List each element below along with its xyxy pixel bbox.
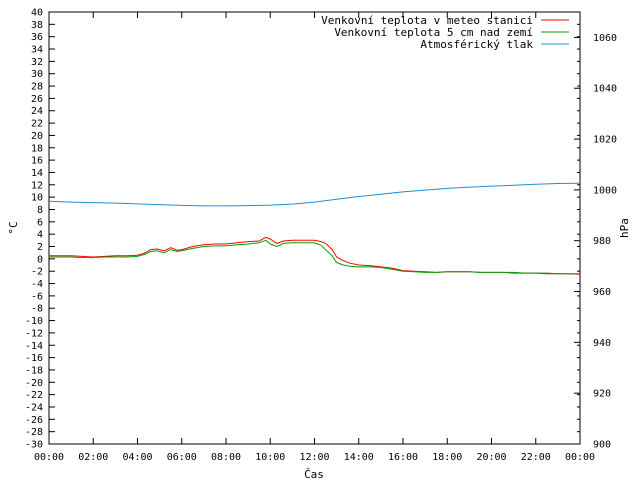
y-tick-label: 4: [37, 230, 43, 241]
x-tick-label: 16:00: [388, 452, 418, 463]
legend: Venkovní teplota v meteo staniciVenkovní…: [321, 14, 569, 51]
y-axis-title: °C: [7, 221, 20, 234]
left-axis-ticks: -30-28-26-24-22-20-18-16-14-12-10-8-6-4-…: [25, 8, 580, 451]
x-tick-label: 02:00: [78, 452, 108, 463]
series-layer: [48, 182, 581, 275]
y-tick-label: 38: [31, 20, 43, 31]
x-tick-label: 00:00: [565, 452, 595, 463]
y-tick-label: 0: [37, 254, 43, 265]
y-tick-label: -6: [31, 291, 43, 302]
series-line-3: [48, 182, 581, 207]
legend-label-1: Venkovní teplota v meteo stanici: [321, 14, 533, 27]
y-tick-label: -28: [25, 427, 43, 438]
y-tick-label: 16: [31, 156, 43, 167]
y2-tick-label: 1040: [593, 84, 617, 95]
y-tick-label: -16: [25, 353, 43, 364]
y-tick-label: 12: [31, 180, 43, 191]
y-tick-label: 30: [31, 69, 43, 80]
y-tick-label: 14: [31, 168, 43, 179]
legend-label-3: Atmosférický tlak: [420, 38, 533, 51]
x-tick-label: 00:00: [34, 452, 64, 463]
y-tick-label: -30: [25, 440, 43, 451]
y-tick-label: 6: [37, 217, 43, 228]
x-tick-label: 18:00: [432, 452, 462, 463]
y-tick-label: -8: [31, 304, 43, 315]
y-tick-label: 28: [31, 82, 43, 93]
y-tick-label: 18: [31, 143, 43, 154]
y-tick-label: 26: [31, 94, 43, 105]
y-tick-label: -22: [25, 390, 43, 401]
y2-tick-label: 900: [593, 440, 611, 451]
x-tick-label: 14:00: [344, 452, 374, 463]
y-tick-label: 34: [31, 45, 43, 56]
y2-tick-label: 960: [593, 287, 611, 298]
x-tick-label: 04:00: [122, 452, 152, 463]
right-axis-ticks: 900 920 940 960 980 1000 1020 1040 1060: [574, 33, 617, 451]
y-tick-label: -24: [25, 402, 43, 413]
y-tick-label: 10: [31, 193, 43, 204]
y-tick-label: 8: [37, 205, 43, 216]
x-tick-label: 06:00: [167, 452, 197, 463]
y2-tick-label: 940: [593, 338, 611, 349]
y-tick-label: 32: [31, 57, 43, 68]
y-tick-label: -18: [25, 365, 43, 376]
y2-tick-label: 1020: [593, 135, 617, 146]
y-tick-label: 2: [37, 242, 43, 253]
y-tick-label: -14: [25, 341, 43, 352]
y-tick-label: -2: [31, 267, 43, 278]
y-tick-label: 20: [31, 131, 43, 142]
x-tick-label: 08:00: [211, 452, 241, 463]
bottom-axis-ticks: 00:00 02:00 04:00 06:00 08:00 10:00 12:00 14:00…: [34, 12, 595, 463]
y-tick-label: 22: [31, 119, 43, 130]
y-tick-label: 40: [31, 8, 43, 19]
y-tick-label: -26: [25, 415, 43, 426]
x-tick-label: 12:00: [299, 452, 329, 463]
y-tick-label: -20: [25, 378, 43, 389]
y2-tick-label: 980: [593, 236, 611, 247]
y2-axis-title: hPa: [618, 218, 631, 238]
plot-frame: [48, 11, 581, 445]
y2-tick-label: 1000: [593, 185, 617, 196]
y-tick-label: -10: [25, 316, 43, 327]
x-tick-label: 22:00: [521, 452, 551, 463]
x-axis-title: Čas: [304, 468, 324, 480]
x-tick-label: 10:00: [255, 452, 285, 463]
y2-tick-label: 920: [593, 389, 611, 400]
legend-label-2: Venkovní teplota 5 cm nad zemí: [334, 26, 533, 39]
y-tick-label: 36: [31, 32, 43, 43]
series-line-2: [49, 239, 580, 275]
x-tick-label: 20:00: [476, 452, 506, 463]
y-tick-label: -4: [31, 279, 43, 290]
y-tick-label: 24: [31, 106, 43, 117]
y-tick-label: -12: [25, 328, 43, 339]
y2-tick-label: 1060: [593, 33, 617, 44]
